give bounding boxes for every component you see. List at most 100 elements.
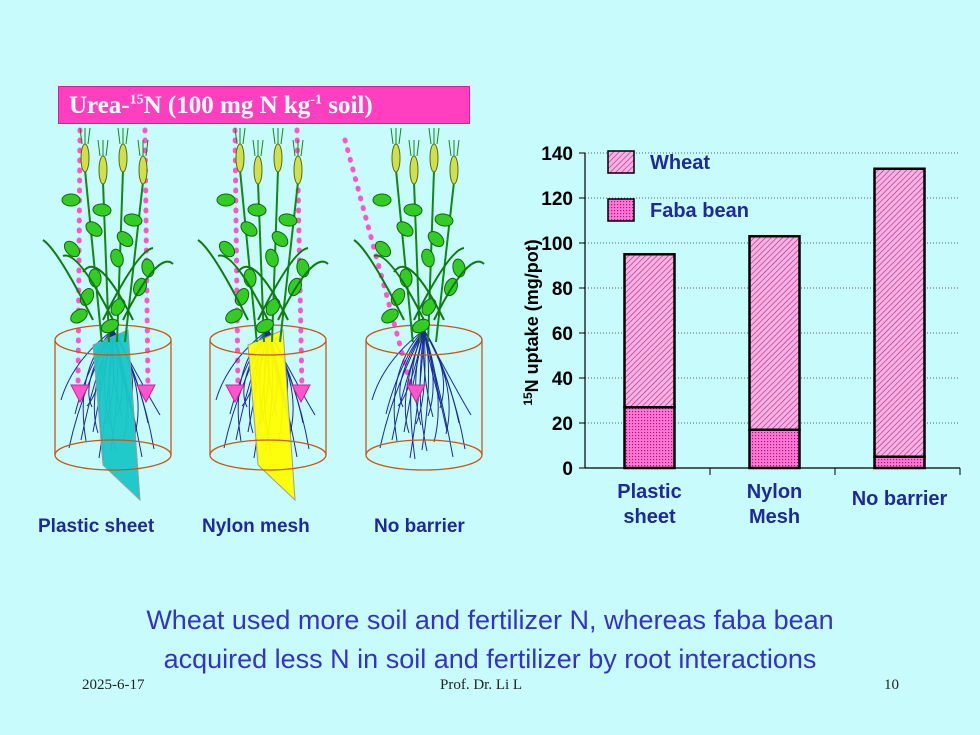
wheat-ear-icon <box>449 155 459 185</box>
urea-banner: Urea-15N (100 mg N kg-1 soil) <box>58 86 470 124</box>
y-axis-label-text: N uptake (mg/pot) <box>522 239 542 392</box>
y-tick-label: 20 <box>552 414 573 435</box>
wheat-leaf <box>237 265 289 321</box>
pot-label-plastic-sheet: Plastic sheet <box>38 516 155 537</box>
footer-author: Prof. Dr. Li L <box>440 677 523 693</box>
wheat-awn <box>97 139 101 157</box>
faba-leaf <box>123 213 143 227</box>
pot-base <box>365 439 483 471</box>
x-category-label: Nylon <box>747 481 803 503</box>
pot-label-nylon-mesh: Nylon mesh <box>202 516 310 537</box>
y-tick-label: 80 <box>552 279 573 300</box>
root <box>215 329 269 401</box>
root <box>60 329 114 401</box>
wheat-leaf <box>277 260 329 321</box>
wheat-ear-icon <box>273 143 283 173</box>
wheat-leaf <box>257 247 309 321</box>
wheat-awn <box>252 139 256 157</box>
faba-leaf <box>110 248 124 268</box>
faba-leaf <box>225 308 243 324</box>
legend-swatch <box>607 150 635 174</box>
fertilizer-marker-icon <box>136 384 156 404</box>
x-category-label: Mesh <box>749 506 800 528</box>
faba-leaf <box>265 248 279 268</box>
wheat-awn <box>272 127 276 145</box>
wheat-leaf <box>82 265 134 321</box>
faba-leaf <box>452 258 466 278</box>
wheat-awn <box>390 127 394 145</box>
root <box>423 329 466 450</box>
fertilizer-dotted-line <box>232 127 241 393</box>
wheat-awn <box>436 127 440 145</box>
pot-none <box>353 127 485 471</box>
wheat-leaf <box>413 247 465 321</box>
root <box>379 329 425 449</box>
wheat-leaf <box>197 239 249 321</box>
bar-faba-bean <box>748 428 801 470</box>
footer-date: 2025-6-17 <box>82 677 145 693</box>
bar-wheat <box>623 253 676 409</box>
wheat-ear-icon <box>235 143 245 173</box>
faba-leaf <box>372 193 392 207</box>
wheat-ear-icon <box>409 155 419 185</box>
faba-leaf <box>412 318 430 334</box>
faba-leaf <box>92 203 112 217</box>
root <box>423 329 448 432</box>
root <box>371 329 425 401</box>
wheat-awn <box>137 139 141 157</box>
wheat-awn <box>456 139 460 157</box>
faba-leaf <box>271 231 289 247</box>
wheat-ear-icon <box>293 155 303 185</box>
root <box>423 329 454 458</box>
wheat-ear-icon <box>253 155 263 185</box>
y-axis-label-superscript: 15 <box>521 392 535 406</box>
footer-page-number: 10 <box>884 677 899 693</box>
wheat-awn <box>448 139 452 157</box>
caption-line-2: acquired less N in soil and fertilizer b… <box>163 644 817 674</box>
n-uptake-chart: 0 20 40 60 80 100 120 140 15N uptake (mg/pot) Pla… <box>521 144 961 528</box>
wheat-awn <box>280 127 284 145</box>
pot-label-no-barrier: No barrier <box>374 516 465 537</box>
y-tick-label: 0 <box>562 459 573 480</box>
faba-leaf <box>141 258 155 278</box>
y-tick-label: 100 <box>541 234 573 255</box>
wheat-awn <box>145 139 149 157</box>
legend-swatch <box>607 198 635 222</box>
fertilizer-marker-icon <box>70 384 90 404</box>
root <box>423 329 442 406</box>
plant-stem <box>279 181 299 343</box>
faba-leaf <box>101 318 119 334</box>
wheat-leaf <box>122 260 174 321</box>
wheat-leaf <box>62 254 114 321</box>
plant-stem <box>124 181 144 343</box>
y-axis-label: 15N uptake (mg/pot) <box>521 239 542 405</box>
faba-leaf <box>218 240 236 258</box>
faba-leaf <box>427 231 445 247</box>
wheat-awn <box>292 139 296 157</box>
bar-faba-bean <box>873 455 926 470</box>
wheat-awn <box>87 127 91 145</box>
wheat-awn <box>260 139 264 157</box>
pot-nylon <box>197 127 329 502</box>
plant-stem <box>239 169 258 343</box>
wheat-ear-icon <box>98 155 108 185</box>
faba-leaf <box>70 308 88 324</box>
wheat-leaf <box>373 254 425 321</box>
plant-stem <box>84 169 103 343</box>
x-category-label: No barrier <box>852 488 948 510</box>
wheat-leaf <box>433 260 485 321</box>
y-tick-label: 60 <box>552 324 573 345</box>
wheat-awn <box>416 139 420 157</box>
faba-leaf <box>278 213 298 227</box>
bar-wheat <box>873 167 926 458</box>
faba-leaf <box>374 240 392 258</box>
wheat-awn <box>117 127 121 145</box>
wheat-awn <box>79 127 83 145</box>
faba-leaf <box>434 213 454 227</box>
wheat-leaf <box>393 265 445 321</box>
wheat-awn <box>242 127 246 145</box>
wheat-awn <box>125 127 129 145</box>
wheat-ear-icon <box>391 143 401 173</box>
faba-leaf <box>240 221 258 237</box>
faba-leaf <box>256 318 274 334</box>
